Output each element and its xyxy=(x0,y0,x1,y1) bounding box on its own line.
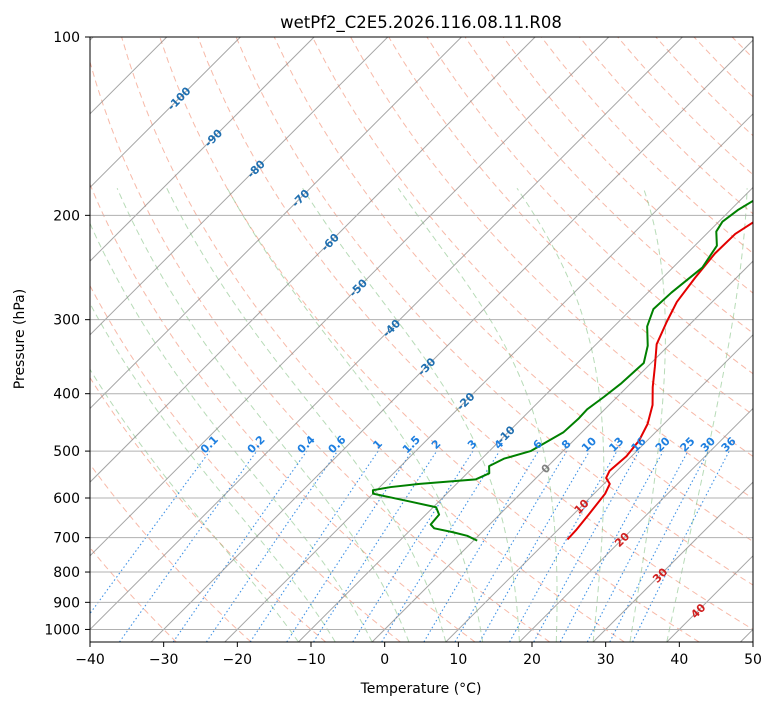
mixing-ratio-line xyxy=(559,450,664,642)
moist-adiabat-line xyxy=(629,188,666,642)
isotherm-line xyxy=(90,37,462,410)
chart-title: wetPf2_C2E5.2026.116.08.11.R08 xyxy=(280,13,562,33)
y-axis-title: Pressure (hPa) xyxy=(12,289,28,389)
moist-adiabat-line xyxy=(90,302,336,642)
x-tick-label: 30 xyxy=(597,652,615,668)
mixing-ratio-line xyxy=(533,450,640,642)
temperature-profile-line xyxy=(566,221,753,541)
moist-adiabat-line xyxy=(516,187,605,642)
mixing-ratio-line xyxy=(381,450,500,642)
isotherm-line xyxy=(519,407,753,642)
y-tick-label: 500 xyxy=(53,444,80,460)
background-lines xyxy=(90,37,753,642)
x-tick-label: 10 xyxy=(449,652,467,668)
moist-adiabat-line xyxy=(226,187,484,642)
isotherm-line xyxy=(224,113,753,642)
moist-adiabat-line xyxy=(116,188,410,642)
y-tick-label: 600 xyxy=(53,491,80,507)
x-tick-label: −20 xyxy=(223,652,253,668)
mixing-ratio-line xyxy=(249,450,379,642)
mixing-ratio-line xyxy=(205,450,338,642)
dry-adiabat-line xyxy=(121,37,625,642)
plot-frame xyxy=(89,36,754,643)
x-tick-label: 40 xyxy=(670,652,688,668)
isotherm-line xyxy=(445,334,753,642)
x-tick-label: 0 xyxy=(380,652,389,668)
x-axis: −40 −30 −20 −10 0 10 20 30 40 50 xyxy=(75,642,762,668)
mixing-ratio-line xyxy=(172,450,308,642)
isotherm-line xyxy=(371,260,753,642)
x-tick-label: −40 xyxy=(75,652,105,668)
x-axis-title: Temperature (°C) xyxy=(360,681,482,697)
profile-lines xyxy=(371,199,753,542)
y-tick-label: 1000 xyxy=(44,622,80,638)
isotherm-line xyxy=(90,37,536,483)
isotherm-line xyxy=(90,37,610,557)
x-tick-label: −30 xyxy=(149,652,179,668)
isotherm-line xyxy=(298,186,753,642)
y-tick-label: 700 xyxy=(53,531,80,547)
mixing-ratio-line xyxy=(286,450,413,642)
dry-adiabat-line xyxy=(273,37,753,543)
dry-adiabat-line xyxy=(90,376,326,642)
isotherm-line xyxy=(90,37,389,336)
dry-adiabat-line xyxy=(197,37,753,631)
moist-adiabat-line xyxy=(90,222,373,642)
isotherm-line xyxy=(90,37,315,262)
isotherm-line xyxy=(150,39,753,642)
y-tick-label: 400 xyxy=(53,387,80,403)
mixing-ratio-line xyxy=(119,450,258,642)
mixing-ratio-line xyxy=(90,450,211,615)
moist-adiabat-line xyxy=(166,188,447,642)
isotherm-line xyxy=(592,481,753,642)
x-tick-label: 20 xyxy=(523,652,541,668)
moist-adiabat-line xyxy=(397,187,558,642)
dry-adiabat-line xyxy=(90,60,551,642)
y-tick-label: 900 xyxy=(53,595,80,611)
moist-adiabat-line xyxy=(666,188,748,642)
y-tick-label: 100 xyxy=(53,30,80,46)
x-tick-label: −10 xyxy=(296,652,326,668)
mixing-ratio-line xyxy=(509,450,618,642)
mixing-ratio-line xyxy=(313,450,438,642)
dewpoint-profile-line xyxy=(371,199,753,542)
mixing-ratio-line xyxy=(632,450,730,642)
dry-adiabat-line xyxy=(311,37,753,500)
y-axis: 100 200 300 400 500 600 700 800 900 1000 xyxy=(44,30,90,638)
isotherm-line xyxy=(90,37,241,189)
dry-adiabat-line xyxy=(235,37,753,586)
dry-adiabat-line xyxy=(502,37,753,294)
dry-adiabat-line xyxy=(159,37,700,642)
y-tick-label: 200 xyxy=(53,208,80,224)
y-tick-label: 800 xyxy=(53,565,80,581)
y-tick-label: 300 xyxy=(53,313,80,329)
dry-adiabat-line xyxy=(90,463,252,642)
isotherm-line xyxy=(90,37,683,631)
x-tick-label: 50 xyxy=(744,652,762,668)
